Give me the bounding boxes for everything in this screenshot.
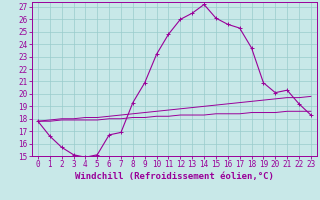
X-axis label: Windchill (Refroidissement éolien,°C): Windchill (Refroidissement éolien,°C) (75, 172, 274, 181)
